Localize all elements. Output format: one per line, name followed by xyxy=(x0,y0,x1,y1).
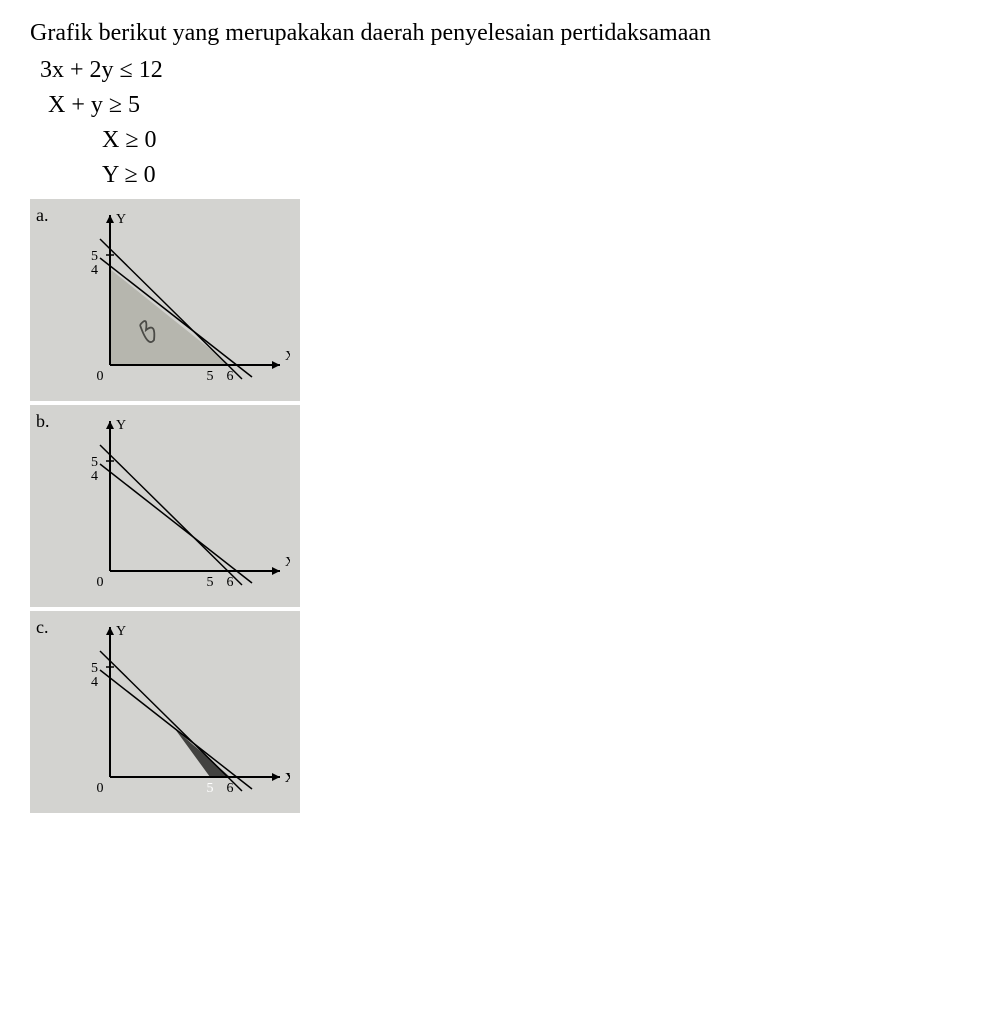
graph-c-origin-label: 0 xyxy=(97,781,104,796)
graph-c-y-label: Y xyxy=(116,624,126,639)
graph-c-chart: 5 4 5 6 0 X Y xyxy=(60,617,290,807)
graph-c-xtick-5-label: 5 xyxy=(207,781,214,796)
graph-b-ytick-5-label: 5 xyxy=(91,455,98,470)
equation-2: X + y ≥ 5 xyxy=(48,92,972,119)
graph-label-a: a. xyxy=(36,205,60,226)
equation-1: 3x + 2y ≤ 12 xyxy=(40,57,972,84)
graph-a-bg xyxy=(60,205,290,395)
graph-c-ytick-4-label: 4 xyxy=(91,675,98,690)
graph-a-x-label: X xyxy=(285,349,290,364)
graph-a-ytick-5-label: 5 xyxy=(91,249,98,264)
graph-item-a: a. 5 4 5 6 0 xyxy=(30,199,300,401)
graph-b-origin-label: 0 xyxy=(97,575,104,590)
graph-a-xtick-6-label: 6 xyxy=(227,369,234,384)
graph-c-bg xyxy=(60,617,290,807)
graph-item-b: b. 5 4 5 6 0 X Y xyxy=(30,405,300,607)
graph-item-c: c. 5 4 5 6 0 X Y xyxy=(30,611,300,813)
graph-c-ytick-5-label: 5 xyxy=(91,661,98,676)
graph-a-ytick-4-label: 4 xyxy=(91,263,98,278)
graph-label-c: c. xyxy=(36,617,60,638)
graph-c-x-label: X xyxy=(285,771,290,786)
equation-4: Y ≥ 0 xyxy=(102,162,972,189)
graph-a-chart: 5 4 5 6 0 X Y xyxy=(60,205,290,395)
graph-label-b: b. xyxy=(36,411,60,432)
graph-b-chart: 5 4 5 6 0 X Y xyxy=(60,411,290,601)
equation-3: X ≥ 0 xyxy=(102,127,972,154)
graph-b-y-label: Y xyxy=(116,418,126,433)
question-text: Grafik berikut yang merupakakan daerah p… xyxy=(30,20,972,47)
graph-b-x-label: X xyxy=(285,555,290,570)
graph-b-xtick-5-label: 5 xyxy=(207,575,214,590)
graph-b-xtick-6-label: 6 xyxy=(227,575,234,590)
graph-a-origin-label: 0 xyxy=(97,369,104,384)
graph-container: a. 5 4 5 6 0 xyxy=(30,199,300,813)
graph-svg-b: 5 4 5 6 0 X Y xyxy=(60,411,294,601)
graph-svg-a: 5 4 5 6 0 X Y xyxy=(60,205,294,395)
graph-a-y-label: Y xyxy=(116,212,126,227)
graph-b-ytick-4-label: 4 xyxy=(91,469,98,484)
graph-svg-c: 5 4 5 6 0 X Y xyxy=(60,617,294,807)
graph-a-xtick-5-label: 5 xyxy=(207,369,214,384)
graph-c-xtick-6-label: 6 xyxy=(227,781,234,796)
graph-b-bg xyxy=(60,411,290,601)
